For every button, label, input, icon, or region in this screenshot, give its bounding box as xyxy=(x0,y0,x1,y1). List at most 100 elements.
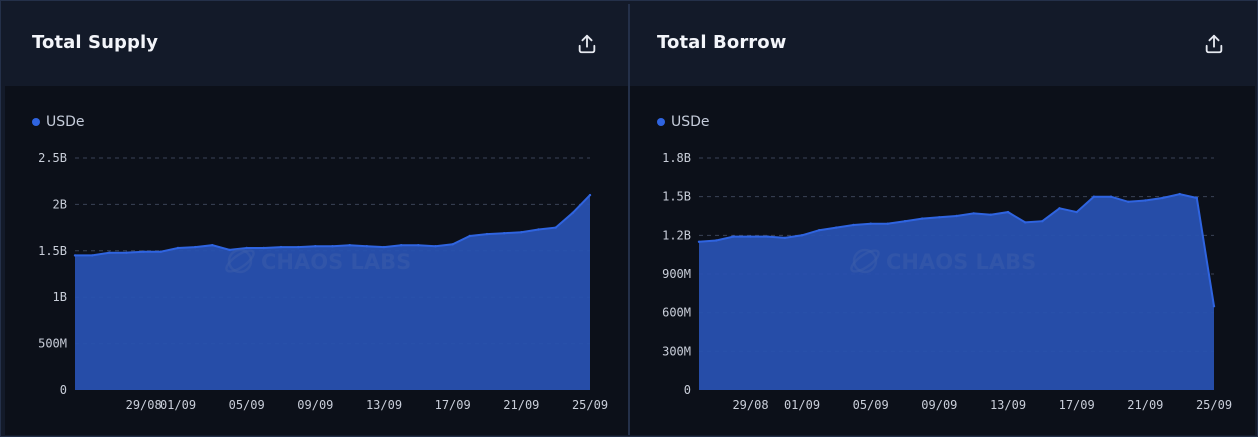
data-point xyxy=(1058,207,1061,210)
data-point xyxy=(1127,200,1130,203)
y-tick-label: 900M xyxy=(662,267,691,281)
data-point xyxy=(783,236,786,240)
legend-item-usde[interactable]: USDe xyxy=(657,114,710,130)
data-point xyxy=(520,231,523,234)
data-point xyxy=(852,223,855,227)
data-point xyxy=(485,232,489,236)
data-point xyxy=(245,246,248,250)
data-point xyxy=(503,232,506,235)
watermark-text: CHAOS LABS xyxy=(886,250,1036,274)
x-tick-label: 17/09 xyxy=(1059,398,1095,412)
data-point xyxy=(400,244,403,247)
data-point xyxy=(697,240,701,243)
data-point xyxy=(818,229,821,232)
data-point xyxy=(142,250,145,253)
x-tick-label: 29/08 xyxy=(126,398,162,412)
export-upload-icon[interactable] xyxy=(576,33,598,55)
data-point xyxy=(434,245,437,248)
data-point xyxy=(314,245,317,248)
data-point xyxy=(331,245,334,248)
panel-header: Total Borrow xyxy=(630,4,1255,86)
data-point xyxy=(800,234,804,237)
data-point xyxy=(417,244,420,247)
y-tick-label: 0 xyxy=(684,383,691,397)
data-point xyxy=(938,216,941,219)
data-point xyxy=(365,245,368,248)
total-supply-panel: Total Supply USDe 0 500M 1B 1.5B 2B 2.5B 29/08… xyxy=(5,4,629,435)
data-point xyxy=(955,214,958,218)
data-point xyxy=(972,212,975,215)
watermark-orbit xyxy=(850,249,880,273)
x-tick-label: 25/09 xyxy=(1196,398,1232,412)
y-tick-label: 1.5B xyxy=(38,244,67,258)
data-point xyxy=(766,235,769,238)
data-point xyxy=(125,251,128,254)
data-point xyxy=(886,222,889,225)
legend-label: USDe xyxy=(671,114,710,130)
data-point xyxy=(732,235,735,238)
y-tick-label: 2.5B xyxy=(38,151,67,165)
watermark-ring xyxy=(227,248,253,274)
data-point xyxy=(382,245,386,249)
data-point xyxy=(451,243,454,246)
x-tick-label: 29/08 xyxy=(732,398,768,412)
panel-title: Total Borrow xyxy=(657,32,787,53)
series-area-usde xyxy=(75,195,590,390)
data-point xyxy=(279,245,283,249)
y-tick-label: 0 xyxy=(60,383,67,397)
data-point xyxy=(1144,199,1147,202)
data-point xyxy=(1092,195,1095,198)
data-point xyxy=(749,235,752,238)
data-point xyxy=(921,217,924,220)
x-tick-label: 17/09 xyxy=(435,398,471,412)
data-point xyxy=(1212,305,1216,308)
total-borrow-panel: Total Borrow USDe 0 300M 600M 900M 1.2B 1.5B 1… xyxy=(629,4,1255,435)
panel-title: Total Supply xyxy=(32,32,159,53)
data-point xyxy=(989,213,992,216)
data-point xyxy=(348,244,351,247)
data-point xyxy=(468,234,471,238)
data-point xyxy=(554,226,557,229)
y-tick-label: 1.2B xyxy=(662,228,691,242)
data-point xyxy=(73,254,77,257)
x-tick-label: 05/09 xyxy=(229,398,265,412)
data-point xyxy=(211,244,214,247)
data-point xyxy=(537,228,540,231)
borrow-area-chart: 0 300M 600M 900M 1.2B 1.5B 1.8B 29/08 01/09 05/09… xyxy=(662,151,1232,412)
legend-label: USDe xyxy=(46,114,85,130)
x-tick-label: 25/09 xyxy=(572,398,608,412)
watermark-logo-icon xyxy=(225,248,255,274)
y-tick-label: 600M xyxy=(662,306,691,320)
y-tick-label: 500M xyxy=(38,337,67,351)
legend-item-usde[interactable]: USDe xyxy=(32,114,85,130)
export-upload-icon[interactable] xyxy=(1203,33,1225,55)
data-point xyxy=(1178,192,1181,196)
data-point xyxy=(835,226,838,229)
data-point xyxy=(903,220,907,223)
y-tick-label: 1.8B xyxy=(662,151,691,165)
data-point xyxy=(194,245,197,249)
x-tick-label: 21/09 xyxy=(503,398,539,412)
x-tick-label: 09/09 xyxy=(921,398,957,412)
x-tick-label: 01/09 xyxy=(160,398,196,412)
x-tick-label: 01/09 xyxy=(784,398,820,412)
watermark-logo-icon xyxy=(850,248,880,274)
data-point xyxy=(108,251,111,254)
data-point xyxy=(262,246,265,250)
data-point xyxy=(1024,221,1027,224)
data-point xyxy=(715,239,718,242)
data-point xyxy=(588,193,592,197)
data-point xyxy=(176,246,180,250)
data-point xyxy=(228,248,231,252)
data-point xyxy=(1195,196,1198,200)
watermark-text: CHAOS LABS xyxy=(261,250,411,274)
chart-area: USDe 0 300M 600M 900M 1.2B 1.5B 1.8B 29/08 01/09… xyxy=(630,86,1255,435)
data-point xyxy=(571,211,574,214)
data-point xyxy=(1041,220,1044,223)
series-area-usde xyxy=(699,194,1214,390)
y-tick-label: 300M xyxy=(662,344,691,358)
x-tick-label: 21/09 xyxy=(1127,398,1163,412)
data-point xyxy=(159,250,162,253)
